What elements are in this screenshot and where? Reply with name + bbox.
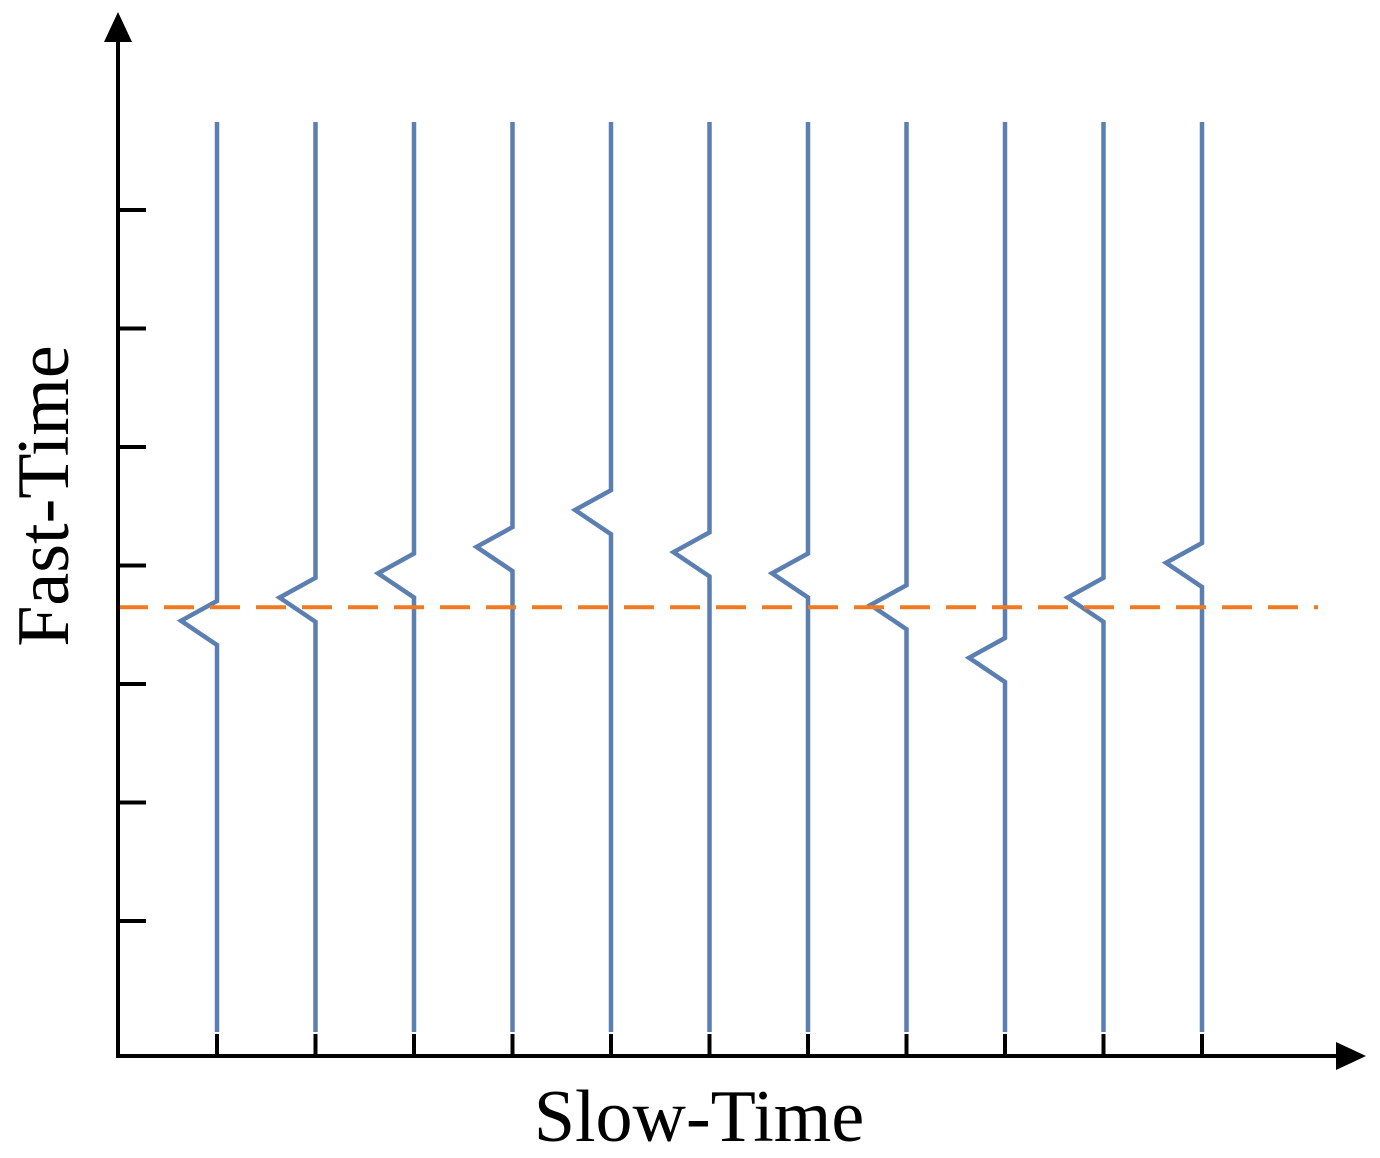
trace-line: [472, 122, 515, 1032]
trace-line: [1063, 122, 1106, 1032]
trace-line: [373, 122, 417, 1032]
trace-line: [275, 122, 318, 1032]
y-axis-label: Fast-Time: [3, 345, 85, 647]
trace-line: [964, 122, 1008, 1032]
x-axis-ticks: [215, 1034, 1204, 1056]
x-axis-label: Slow-Time: [533, 1076, 865, 1158]
y-axis-arrowhead: [104, 12, 132, 42]
trace-group: [176, 122, 1205, 1032]
trace-line: [669, 122, 712, 1032]
trace-line: [1161, 122, 1205, 1032]
trace-line: [767, 122, 811, 1032]
x-axis-arrowhead: [1336, 1042, 1366, 1070]
trace-line: [570, 122, 614, 1032]
trace-line: [866, 122, 909, 1032]
y-axis-ticks: [118, 208, 146, 923]
axes: [104, 12, 1366, 1070]
trace-line: [176, 122, 220, 1032]
